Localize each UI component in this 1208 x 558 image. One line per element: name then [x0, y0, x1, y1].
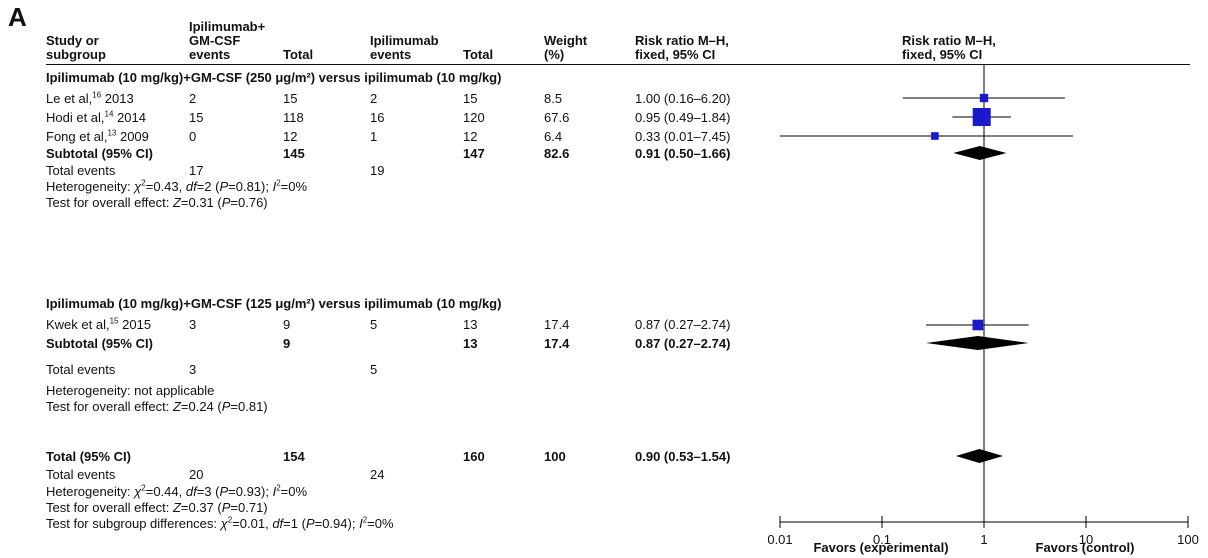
summary-diamond: [953, 146, 1007, 160]
exp-total: 154: [283, 449, 305, 464]
weight: 17.4: [544, 317, 570, 332]
weight: 82.6: [544, 146, 570, 161]
study-label: Fong et al,13 2009: [46, 128, 149, 144]
ctl-total: 160: [463, 449, 485, 464]
header-ctl-total: Total: [463, 47, 494, 62]
summary-diamond: [925, 336, 1029, 350]
exp-total: 9: [283, 317, 291, 332]
ctl-total: 12: [463, 129, 478, 144]
ctl-events: 16: [370, 110, 385, 125]
weight: 6.4: [544, 129, 563, 144]
subtotal-label: Subtotal (95% CI): [46, 336, 153, 351]
heterogeneity: Heterogeneity: χ2=0.43, df=2 (P=0.81); I…: [46, 178, 308, 194]
header-weight: Weight (%): [544, 33, 588, 62]
total-label: Total (95% CI): [46, 449, 131, 464]
header-risk-ratio: Risk ratio M–H, fixed, 95% CI: [635, 33, 729, 62]
x-tick-label: 1: [980, 532, 987, 547]
exp-events: 3: [189, 317, 197, 332]
exp-total: 118: [283, 110, 304, 125]
heterogeneity: Heterogeneity: χ2=0.44, df=3 (P=0.93); I…: [46, 483, 308, 499]
subgroup-title: Ipilimumab (10 mg/kg)+GM-CSF (125 μg/m²)…: [46, 296, 502, 311]
exp-events: 0: [189, 129, 197, 144]
weight: 8.5: [544, 91, 563, 106]
risk-ratio: 0.95 (0.49–1.84): [635, 110, 731, 125]
study-marker: [972, 319, 984, 331]
ctl-events: 5: [370, 362, 378, 377]
header-exp-events: Ipilimumab+ GM-CSF events: [189, 19, 266, 62]
heterogeneity: Heterogeneity: not applicable: [46, 383, 215, 398]
study-marker: [931, 132, 939, 140]
risk-ratio: 0.87 (0.27–2.74): [635, 317, 731, 332]
weight: 100: [544, 449, 566, 464]
subtotal-label: Subtotal (95% CI): [46, 146, 153, 161]
ctl-total: 120: [463, 110, 485, 125]
overall-effect: Test for overall effect: Z=0.24 (P=0.81): [46, 399, 268, 414]
subgroup-differences: Test for subgroup differences: χ2=0.01, …: [46, 515, 394, 531]
subgroup-title: Ipilimumab (10 mg/kg)+GM-CSF (250 μg/m²)…: [46, 70, 502, 85]
events-label: Total events: [46, 362, 116, 377]
header-exp-total: Total: [283, 47, 314, 62]
favors-left-label: Favors (experimental): [813, 540, 948, 555]
x-tick-label: 0.1: [873, 532, 891, 547]
overall-effect: Test for overall effect: Z=0.37 (P=0.71): [46, 500, 268, 515]
exp-total: 9: [283, 336, 291, 351]
risk-ratio: 0.33 (0.01–7.45): [635, 129, 731, 144]
events-label: Total events: [46, 163, 116, 178]
ctl-events: 5: [370, 317, 378, 332]
overall-effect: Test for overall effect: Z=0.31 (P=0.76): [46, 195, 268, 210]
summary-diamond: [955, 449, 1004, 463]
ctl-events: 1: [370, 129, 378, 144]
ctl-total: 13: [463, 336, 478, 351]
favors-right-label: Favors (control): [1036, 540, 1135, 555]
header-study: Study or subgroup: [46, 33, 106, 62]
study-label: Hodi et al,14 2014: [46, 109, 146, 125]
exp-total: 12: [283, 129, 298, 144]
exp-events: 15: [189, 110, 204, 125]
exp-events: 17: [189, 163, 204, 178]
exp-total: 15: [283, 91, 298, 106]
study-marker: [972, 108, 991, 126]
risk-ratio: 0.91 (0.50–1.66): [635, 146, 731, 161]
panel-letter: A: [8, 2, 27, 32]
exp-events: 20: [189, 467, 204, 482]
risk-ratio: 0.90 (0.53–1.54): [635, 449, 731, 464]
exp-events: 2: [189, 91, 197, 106]
risk-ratio: 0.87 (0.27–2.74): [635, 336, 731, 351]
study-label: Le et al,16 2013: [46, 90, 134, 106]
ctl-events: 2: [370, 91, 378, 106]
exp-events: 3: [189, 362, 197, 377]
ctl-total: 13: [463, 317, 478, 332]
study-marker: [979, 93, 989, 103]
ctl-total: 15: [463, 91, 478, 106]
x-tick-label: 10: [1079, 532, 1093, 547]
x-tick-label: 100: [1177, 532, 1199, 547]
header-plot: Risk ratio M–H, fixed, 95% CI: [902, 33, 996, 62]
x-tick-label: 0.01: [767, 532, 792, 547]
ctl-total: 147: [463, 146, 485, 161]
header-ctl-events: Ipilimumab events: [370, 33, 439, 62]
events-label: Total events: [46, 467, 116, 482]
weight: 17.4: [544, 336, 570, 351]
ctl-events: 24: [370, 467, 385, 482]
weight: 67.6: [544, 110, 570, 125]
risk-ratio: 1.00 (0.16–6.20): [635, 91, 731, 106]
header-rule: [46, 64, 1190, 65]
ctl-events: 19: [370, 163, 385, 178]
exp-total: 145: [283, 146, 305, 161]
study-label: Kwek et al,15 2015: [46, 316, 152, 332]
